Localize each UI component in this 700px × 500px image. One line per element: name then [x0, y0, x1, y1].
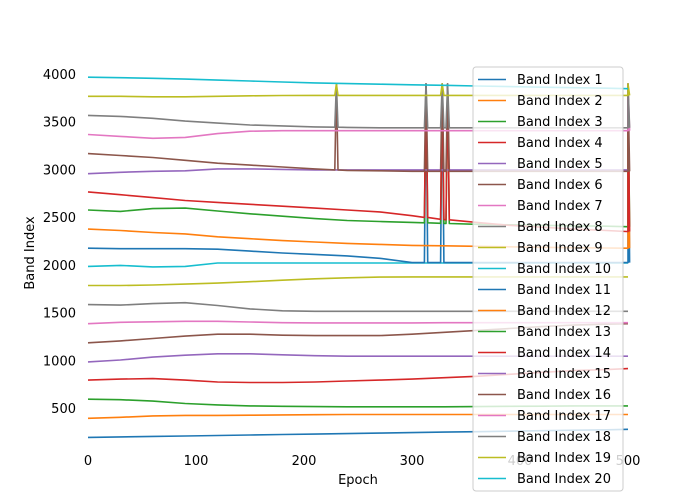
x-tick-label: 300 [400, 454, 425, 469]
y-tick-label: 1000 [43, 354, 76, 369]
legend-label: Band Index 6 [517, 178, 603, 193]
legend-label: Band Index 1 [517, 73, 603, 88]
y-tick-label: 2000 [43, 259, 76, 274]
legend: Band Index 1 Band Index 2 Band Index 3 Band… [472, 66, 624, 492]
legend-items: Band Index 1 Band Index 2 Band Index 3 Band… [478, 73, 611, 487]
y-tick-label: 500 [51, 402, 76, 417]
y-tick-label: 4000 [43, 68, 76, 83]
legend-label: Band Index 5 [517, 157, 603, 172]
legend-label: Band Index 4 [517, 136, 603, 151]
x-tick-label: 200 [292, 454, 317, 469]
legend-label: Band Index 17 [517, 409, 611, 424]
legend-label: Band Index 10 [517, 262, 611, 277]
legend-label: Band Index 15 [517, 367, 611, 382]
y-tick-label: 1500 [43, 307, 76, 322]
legend-box [472, 66, 624, 492]
legend-label: Band Index 12 [517, 304, 611, 319]
legend-label: Band Index 19 [517, 451, 611, 466]
legend-label: Band Index 9 [517, 241, 603, 256]
legend-label: Band Index 20 [517, 472, 611, 487]
legend-label: Band Index 11 [517, 283, 611, 298]
legend-label: Band Index 7 [517, 199, 603, 214]
legend-label: Band Index 8 [517, 220, 603, 235]
legend-label: Band Index 13 [517, 325, 611, 340]
legend-label: Band Index 2 [517, 94, 603, 109]
y-tick-label: 3000 [43, 163, 76, 178]
x-tick-label: 100 [184, 454, 209, 469]
y-tick-label: 2500 [43, 211, 76, 226]
legend-label: Band Index 18 [517, 430, 611, 445]
legend-label: Band Index 3 [517, 115, 603, 130]
legend-label: Band Index 16 [517, 388, 611, 403]
legend-label: Band Index 14 [517, 346, 611, 361]
y-axis-ticks: 500 1000 1500 2000 2500 3000 3500 4000 [43, 68, 76, 417]
y-axis-title: Band Index [23, 216, 38, 290]
x-axis-title: Epoch [338, 473, 378, 488]
y-tick-label: 3500 [43, 116, 76, 131]
x-tick-label: 0 [84, 454, 92, 469]
